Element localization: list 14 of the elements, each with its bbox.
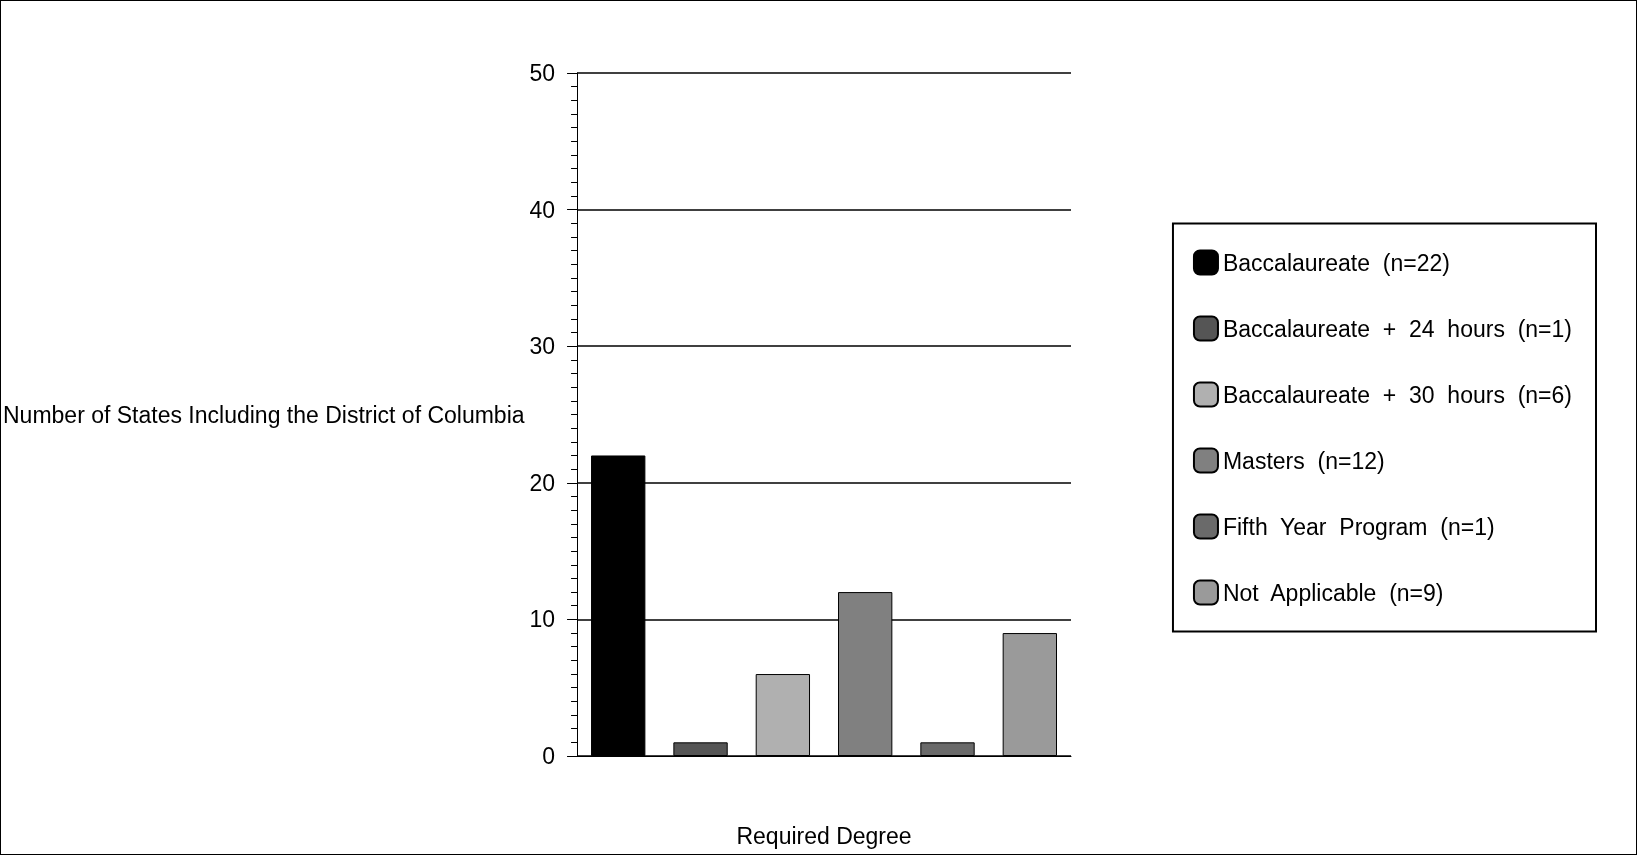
y-tick-label: 50	[529, 60, 556, 86]
legend-label: Baccalaureate + 30 hours (n=6)	[1222, 381, 1572, 408]
legend-label: Baccalaureate + 24 hours (n=1)	[1222, 315, 1572, 342]
y-tick-label: 0	[542, 743, 556, 769]
y-tick-label: 20	[529, 469, 556, 496]
legend-label: Fifth Year Program (n=1)	[1222, 513, 1495, 540]
x-axis-title: Required Degree	[736, 822, 912, 849]
y-axis-title: Number of States Including the District of Columbia	[2, 401, 525, 428]
legend-label: Masters (n=12)	[1222, 447, 1385, 474]
legend-label: Baccalaureate (n=22)	[1222, 249, 1450, 276]
y-tick-label: 30	[529, 333, 556, 360]
y-tick-label: 10	[529, 606, 556, 633]
y-tick-label: 40	[529, 196, 556, 223]
legend-label: Not Applicable (n=9)	[1222, 579, 1444, 606]
